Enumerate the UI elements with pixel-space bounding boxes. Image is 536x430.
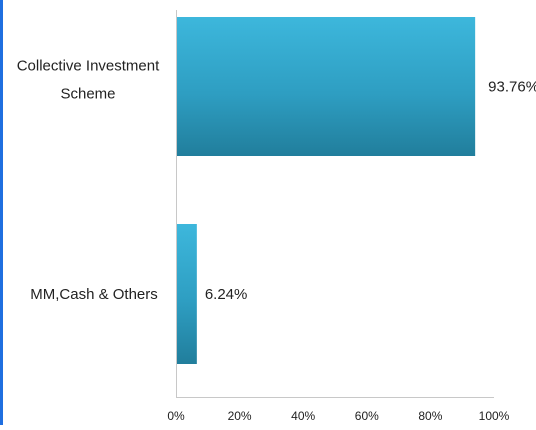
bar-0	[177, 17, 476, 156]
x-tick-label-2: 40%	[291, 409, 315, 423]
value-label-0: 93.76%	[488, 79, 536, 96]
category-label-1: MM,Cash & Others	[30, 286, 158, 303]
x-tick-labels: 0% 20% 40% 60% 80% 100%	[167, 409, 509, 423]
x-tick-label-4: 80%	[418, 409, 442, 423]
x-tick-label-0: 0%	[167, 409, 185, 423]
x-tick-label-1: 20%	[228, 409, 252, 423]
category-label-0-line1: Collective Investment	[17, 58, 160, 75]
bars	[177, 17, 476, 364]
category-label-0-line2: Scheme	[60, 86, 115, 103]
category-labels: Collective Investment Scheme MM,Cash & Oth…	[17, 58, 160, 304]
value-label-1: 6.24%	[205, 286, 248, 303]
axes	[176, 10, 494, 398]
accent-rule	[0, 0, 3, 425]
bar-1	[177, 224, 197, 364]
x-tick-label-3: 60%	[355, 409, 379, 423]
x-tick-label-5: 100%	[479, 409, 510, 423]
value-labels: 93.76% 6.24%	[205, 79, 536, 304]
